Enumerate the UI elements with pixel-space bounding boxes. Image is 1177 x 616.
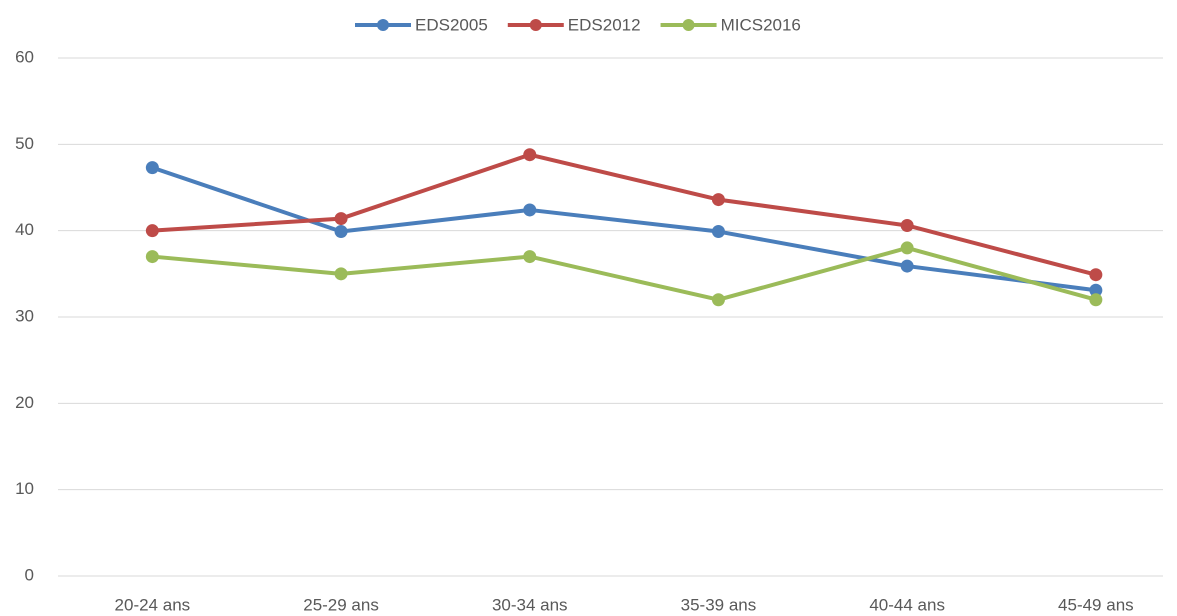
data-point (145, 250, 159, 264)
data-point (900, 218, 914, 232)
legend-marker (377, 19, 389, 31)
data-point (900, 259, 914, 273)
data-point (145, 161, 159, 175)
y-tick-label: 10 (15, 479, 34, 498)
data-point (1089, 268, 1103, 282)
data-point (523, 250, 537, 264)
data-point (145, 224, 159, 238)
data-point (711, 225, 725, 239)
series-line (151, 165, 1097, 293)
legend-marker (682, 19, 695, 31)
y-tick-label: 50 (15, 134, 34, 153)
x-tick-label: 20-24 ans (115, 595, 191, 614)
data-point (334, 225, 348, 239)
data-point (523, 148, 537, 162)
x-tick-label: 25-29 ans (303, 595, 379, 614)
x-tick-label: 45-49 ans (1058, 595, 1134, 614)
series-line (152, 152, 1097, 277)
x-tick-label: 30-34 ans (492, 595, 568, 614)
data-point (711, 193, 725, 207)
legend-marker (529, 19, 542, 31)
legend-label: EDS2005 (415, 15, 488, 34)
y-tick-label: 30 (15, 306, 34, 325)
x-tick-label: 35-39 ans (681, 595, 757, 614)
y-tick-label: 20 (15, 393, 34, 412)
data-point (711, 293, 725, 307)
y-tick-label: 0 (25, 565, 34, 584)
legend-label: EDS2012 (568, 15, 641, 34)
data-point (334, 212, 348, 226)
legend-label: MICS2016 (721, 15, 801, 34)
data-point (900, 241, 914, 255)
series-line (152, 245, 1097, 302)
data-point (1089, 283, 1103, 297)
x-tick-label: 40-44 ans (869, 595, 945, 614)
y-tick-label: 40 (15, 220, 34, 239)
data-point (334, 267, 348, 281)
data-point (1089, 293, 1103, 307)
y-tick-label: 60 (15, 47, 34, 66)
data-point (523, 203, 537, 217)
